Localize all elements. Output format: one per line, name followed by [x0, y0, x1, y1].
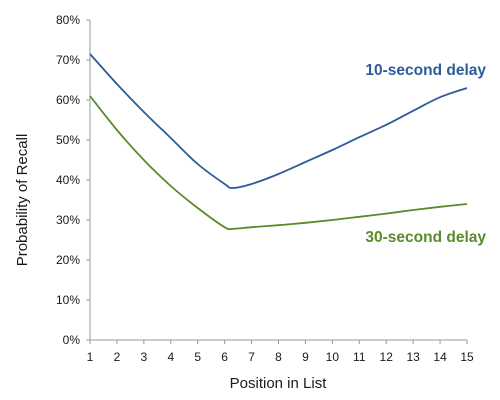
series-line-10-second-delay: [89, 53, 468, 189]
x-tick-label: 13: [406, 350, 420, 364]
x-tick-label: 12: [380, 350, 394, 364]
x-tick-label: 2: [114, 350, 121, 364]
x-tick-label: 3: [141, 350, 148, 364]
x-tick-label: 6: [221, 350, 228, 364]
series-labels: 10-second delay 30-second delay: [365, 62, 486, 246]
x-axis-title: Position in List: [230, 375, 328, 392]
y-tick-label: 80%: [56, 13, 80, 27]
series-label-30-second-delay: 30-second delay: [365, 229, 486, 246]
y-tick-label: 40%: [56, 173, 80, 187]
x-tick-label: 9: [302, 350, 309, 364]
y-tick-label: 60%: [56, 93, 80, 107]
y-tick-label: 50%: [56, 133, 80, 147]
y-tick-label: 30%: [56, 213, 80, 227]
x-tick-label: 10: [326, 350, 340, 364]
y-axis-title: Probability of Recall: [14, 134, 31, 267]
y-tick-label: 20%: [56, 253, 80, 267]
y-ticks: 0% 10% 20% 30% 40% 50% 60% 70% 80%: [56, 13, 90, 347]
x-tick-label: 7: [248, 350, 255, 364]
x-ticks: 1 2 3 4 5 6 7 8 9 10 11 12 13 14 15: [87, 340, 474, 364]
x-tick-label: 5: [194, 350, 201, 364]
x-tick-label: 4: [167, 350, 174, 364]
x-tick-label: 14: [433, 350, 447, 364]
series-lines: [89, 53, 468, 231]
x-tick-label: 11: [353, 350, 366, 364]
x-tick-label: 15: [460, 350, 474, 364]
series-label-10-second-delay: 10-second delay: [365, 62, 486, 79]
series-line-30-second-delay: [89, 95, 468, 231]
y-tick-label: 0%: [63, 333, 81, 347]
x-tick-label: 1: [87, 350, 94, 364]
y-tick-label: 10%: [56, 293, 80, 307]
x-tick-label: 8: [275, 350, 282, 364]
y-tick-label: 70%: [56, 53, 80, 67]
